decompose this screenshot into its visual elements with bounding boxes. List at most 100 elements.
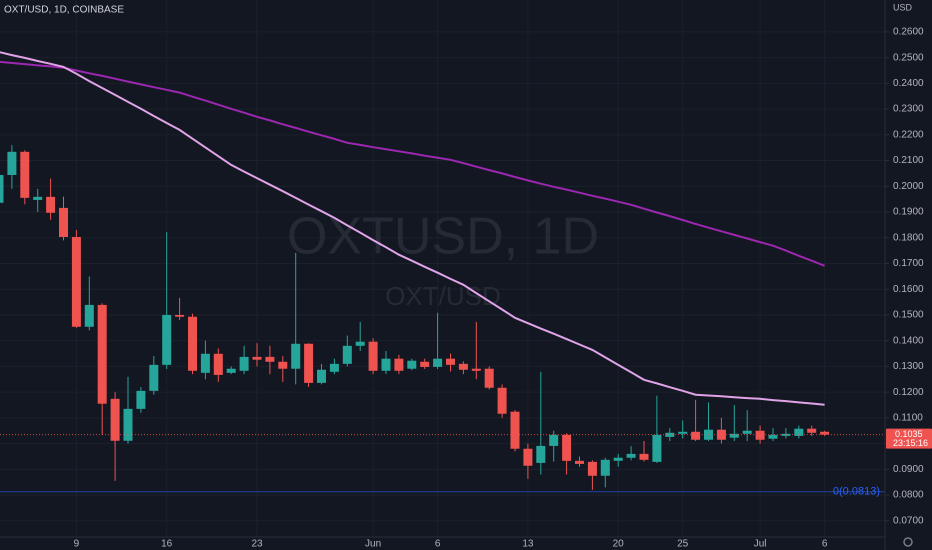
y-tick-label: 0.0900: [893, 464, 924, 475]
x-tick-label: 16: [161, 539, 173, 550]
x-tick-label: 20: [613, 539, 625, 550]
candle-body: [484, 368, 494, 388]
candle-body: [458, 363, 468, 370]
y-tick-label: 0.1100: [893, 413, 923, 424]
candle-body: [691, 431, 701, 440]
plot-area: 0(0.0813): [0, 51, 885, 498]
candle-body: [768, 434, 778, 439]
candle-body: [200, 353, 210, 373]
candle-body: [613, 457, 623, 461]
candle-body: [497, 387, 507, 414]
y-tick-label: 0.2300: [893, 104, 924, 115]
watermark: OXTUSD, 1D: [287, 208, 599, 266]
y-tick-label: 0.0700: [893, 515, 924, 526]
candle-body: [381, 358, 391, 371]
x-tick-label: 6: [435, 539, 441, 550]
candle-body: [317, 369, 326, 383]
candle-body: [729, 433, 739, 438]
candle-body: [394, 358, 404, 371]
candle-body: [188, 316, 197, 371]
y-tick-label: 0.1900: [893, 207, 924, 218]
y-tick-label: 0.1600: [893, 284, 924, 295]
candle-body: [575, 460, 584, 464]
candle-body: [265, 356, 275, 362]
candle-body: [807, 428, 817, 433]
candle-body: [7, 151, 17, 175]
candle-body: [97, 304, 107, 404]
candle-body: [355, 341, 365, 346]
candle-body: [742, 430, 752, 434]
countdown-label: 23:15:16: [893, 438, 928, 448]
y-tick-label: 0.1300: [893, 361, 924, 372]
y-tick-label: 0.2400: [893, 78, 924, 89]
candle-body: [781, 433, 791, 436]
y-tick-label: 0.1500: [893, 310, 924, 321]
candle-body: [600, 459, 610, 476]
candle-body: [510, 411, 520, 449]
y-tick-label: 0.2600: [893, 27, 924, 38]
candle-body: [149, 364, 159, 391]
settings-icon-ring[interactable]: [903, 537, 913, 547]
moving-average-line: [0, 51, 825, 406]
candle-body: [652, 434, 662, 462]
candle-body: [46, 196, 56, 213]
candle-body: [342, 345, 352, 364]
candle-body: [471, 368, 481, 371]
last-price-box: [886, 428, 932, 449]
y-tick-label: 0.1400: [893, 335, 924, 346]
candle-body: [420, 361, 430, 367]
candle-body: [175, 314, 185, 317]
x-tick-label: 6: [822, 539, 828, 550]
grid: [0, 0, 885, 537]
last-price-label: 0.1035: [895, 429, 923, 439]
candle-body: [536, 445, 546, 463]
candle-body: [549, 434, 559, 446]
y-tick-label: 0.2200: [893, 129, 924, 140]
candle-body: [84, 304, 94, 327]
candle-body: [33, 196, 43, 200]
candle-body: [110, 398, 120, 441]
candle-body: [678, 431, 688, 434]
candle-body: [213, 353, 223, 375]
x-tick-label: 23: [251, 539, 263, 550]
settings-icon[interactable]: [903, 537, 913, 547]
moving-average-line: [0, 60, 825, 267]
candle-body: [755, 430, 765, 440]
candle-body: [162, 314, 172, 365]
x-tick-label: Jul: [754, 539, 767, 550]
watermark-subtitle: OXT/USD: [385, 281, 501, 311]
candle-body: [820, 431, 830, 435]
x-tick-label: 9: [74, 539, 80, 550]
candle-body: [368, 341, 378, 371]
x-tick-label: 13: [522, 539, 534, 550]
chart-title: OXT/USD, 1D, COINBASE: [4, 5, 124, 16]
y-tick-label: 0.2500: [893, 52, 924, 63]
candle-body: [446, 358, 455, 365]
candle-body: [626, 453, 636, 458]
y-tick-label: 0.1700: [893, 258, 924, 269]
candle-body: [523, 448, 533, 466]
candle-body: [59, 207, 68, 237]
candle-body: [20, 151, 30, 198]
price-line-label: 0(0.0813): [833, 486, 880, 498]
candle-body: [252, 356, 262, 360]
candle-body: [71, 236, 81, 327]
candle-body: [278, 361, 288, 369]
candle-body: [123, 408, 133, 441]
candle-body: [304, 343, 314, 383]
candle-body: [136, 390, 146, 409]
candle-body: [433, 358, 443, 367]
axes: 0.2600 0.2500 0.2400 0.2300 0.2200 0.2100 0.20…: [74, 27, 932, 550]
y-tick-label: 0.2000: [893, 181, 924, 192]
candle-body: [639, 453, 649, 460]
candle-body: [562, 434, 572, 461]
x-tick-label: 25: [677, 539, 689, 550]
candle-body: [0, 174, 4, 203]
candle-body: [226, 368, 236, 373]
candle-body: [587, 461, 597, 476]
y-tick-label: 0.1200: [893, 387, 924, 398]
y-axis-label: USD: [893, 2, 913, 12]
candle-body: [716, 429, 726, 440]
